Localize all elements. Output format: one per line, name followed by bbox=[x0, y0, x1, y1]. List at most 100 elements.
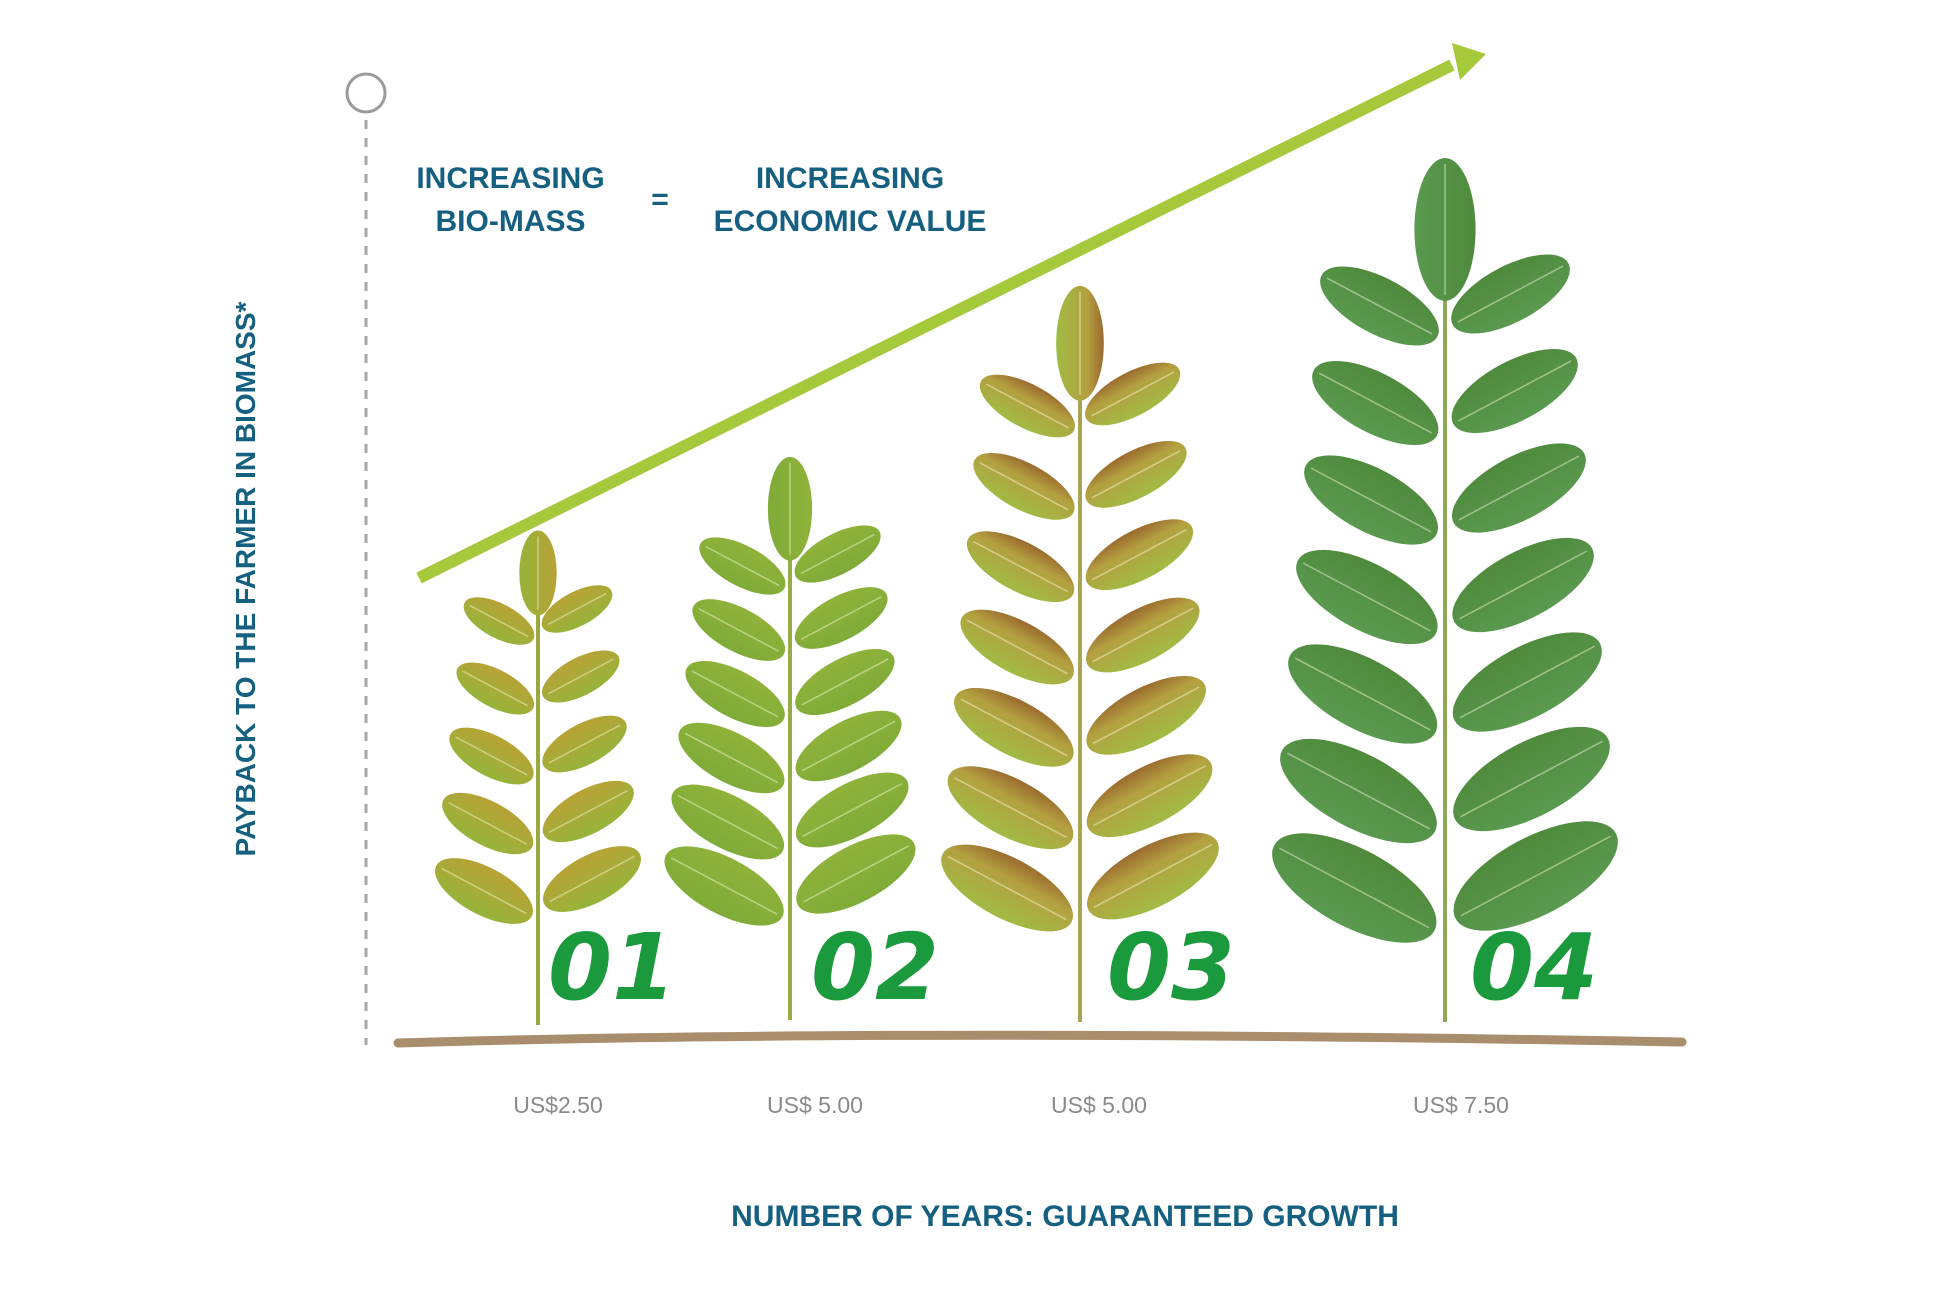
leaf bbox=[1320, 266, 1439, 346]
leaf-vein bbox=[1459, 645, 1596, 719]
leaf-vein bbox=[448, 802, 528, 845]
leaf-vein bbox=[802, 782, 903, 838]
leaf bbox=[678, 722, 785, 794]
leaf-vein bbox=[973, 540, 1069, 593]
leaf bbox=[794, 587, 888, 649]
leaf-vein bbox=[1460, 740, 1603, 818]
leaf bbox=[1451, 443, 1586, 533]
growth-arrow-head bbox=[1452, 43, 1486, 80]
header-left-line-1: INCREASING bbox=[416, 162, 605, 195]
leaf bbox=[966, 531, 1075, 603]
leaf bbox=[795, 710, 902, 782]
leaf bbox=[796, 834, 916, 914]
leaf bbox=[795, 772, 909, 848]
leaf bbox=[1414, 158, 1476, 301]
leaf-vein bbox=[801, 720, 896, 772]
stage-number-3: 03 bbox=[1107, 914, 1236, 1021]
header-right-line-1: INCREASING bbox=[755, 162, 945, 195]
leaf bbox=[1086, 832, 1219, 920]
x-axis-label-wrap: NUMBER OF YEARS: GUARANTEED GROWTH bbox=[0, 1200, 1956, 1234]
leaf bbox=[1452, 632, 1602, 732]
leaf-vein bbox=[1091, 371, 1175, 417]
plant-2 bbox=[664, 456, 916, 1020]
leaf bbox=[1280, 738, 1437, 844]
leaf bbox=[794, 525, 881, 583]
leaf bbox=[435, 858, 533, 924]
leaf-vein bbox=[547, 658, 614, 695]
leaf-vein bbox=[691, 670, 779, 718]
leaf-vein bbox=[1093, 843, 1213, 909]
leaf-vein bbox=[801, 658, 889, 706]
leaf bbox=[1288, 644, 1438, 744]
leaf-vein bbox=[1318, 372, 1432, 434]
leaf bbox=[542, 715, 627, 773]
leaf-vein bbox=[979, 462, 1069, 511]
leaf bbox=[519, 530, 557, 616]
leaf bbox=[767, 456, 813, 561]
leaf bbox=[960, 609, 1074, 685]
plants bbox=[435, 158, 1618, 1025]
growth-arrow-shaft bbox=[416, 59, 1455, 584]
leaf-vein bbox=[698, 608, 780, 652]
stage-number-1: 01 bbox=[548, 914, 677, 1021]
leaf bbox=[1296, 549, 1438, 645]
leaf-vein bbox=[800, 596, 882, 640]
leaf-vein bbox=[1091, 450, 1181, 499]
leaf-vein bbox=[684, 732, 779, 784]
leaf bbox=[456, 662, 535, 715]
leaf-vein bbox=[1092, 607, 1194, 663]
leaf-vein bbox=[455, 736, 528, 776]
leaf-vein bbox=[1326, 277, 1433, 335]
leaf-vein bbox=[1294, 657, 1431, 731]
leaf-vein bbox=[985, 383, 1069, 429]
leaf bbox=[1453, 726, 1610, 832]
leaf bbox=[1452, 537, 1594, 633]
leaf-vein bbox=[1302, 562, 1431, 632]
leaf bbox=[1086, 597, 1200, 673]
leaf bbox=[541, 585, 613, 633]
leaf-vein bbox=[966, 619, 1068, 675]
stage-price-1: US$2.50 bbox=[513, 1092, 603, 1118]
stage-number-4: 04 bbox=[1470, 914, 1599, 1021]
leaf bbox=[1085, 519, 1194, 591]
header-left: INCREASING BIO-MASS bbox=[398, 157, 623, 243]
plant-1 bbox=[435, 530, 641, 1025]
leaf-vein bbox=[469, 604, 529, 638]
leaf bbox=[1451, 254, 1570, 334]
leaf-vein bbox=[947, 855, 1067, 921]
axis-top-circle bbox=[345, 72, 387, 114]
ground-branch bbox=[393, 1030, 1687, 1048]
leaf-vein bbox=[800, 533, 875, 575]
leaf-vein bbox=[1459, 550, 1588, 620]
leaf bbox=[795, 648, 895, 716]
leaf-vein bbox=[960, 698, 1068, 757]
leaf bbox=[1086, 754, 1213, 838]
leaf-vein bbox=[802, 845, 910, 903]
leaf bbox=[1304, 455, 1439, 545]
leaf bbox=[699, 537, 786, 595]
leaf bbox=[973, 452, 1075, 520]
leaf-vein bbox=[670, 857, 778, 915]
leaf bbox=[463, 597, 535, 645]
stage-number-2: 02 bbox=[811, 914, 940, 1021]
leaf-vein bbox=[1091, 528, 1187, 581]
plant-4 bbox=[1272, 158, 1618, 1022]
leaf-vein bbox=[1458, 455, 1580, 521]
leaf bbox=[671, 784, 785, 860]
y-axis-label: PAYBACK TO THE FARMER IN BIOMASS* bbox=[230, 301, 261, 857]
header-right: INCREASING ECONOMIC VALUE bbox=[700, 157, 1000, 243]
leaf-vein bbox=[1279, 847, 1430, 929]
leaf-vein bbox=[1092, 686, 1200, 745]
leaf bbox=[541, 650, 620, 703]
leaf bbox=[941, 844, 1074, 932]
leaf bbox=[692, 599, 786, 661]
leaf-vein bbox=[548, 790, 628, 833]
leaf-vein bbox=[462, 670, 529, 707]
leaf bbox=[1085, 440, 1187, 508]
leaf bbox=[1451, 348, 1578, 434]
stage-price-4: US$ 7.50 bbox=[1413, 1092, 1509, 1118]
equals-sign: = bbox=[651, 183, 669, 216]
leaf-vein bbox=[547, 592, 607, 626]
leaf bbox=[1272, 833, 1437, 943]
leaf bbox=[1453, 821, 1618, 931]
